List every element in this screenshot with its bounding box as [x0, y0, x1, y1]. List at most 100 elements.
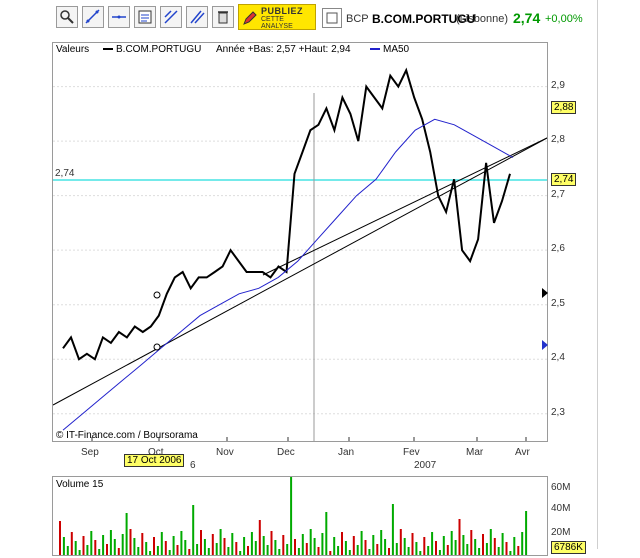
y-tick-label: 2,7	[551, 188, 565, 200]
volume-bar	[176, 545, 179, 555]
volume-bar	[125, 513, 128, 555]
x-tick-label: Fev	[403, 447, 420, 458]
volume-bar	[344, 541, 347, 555]
volume-bar	[438, 550, 441, 555]
trendline-lower[interactable]	[52, 137, 548, 406]
volume-bar	[431, 532, 434, 555]
year-label-2007: 2007	[414, 460, 437, 471]
trend-anchor-point[interactable]	[153, 343, 161, 351]
volume-bar	[419, 551, 422, 555]
volume-bar	[200, 530, 202, 555]
volume-bar	[102, 535, 105, 555]
horizontal-line-icon[interactable]	[108, 6, 130, 28]
trend-anchor-point[interactable]	[153, 291, 161, 299]
credit-text: © IT-Finance.com / Boursorama	[56, 430, 198, 441]
date-tooltip: 17 Oct 2006	[124, 454, 185, 467]
volume-bar	[86, 545, 89, 555]
volume-bar	[454, 540, 457, 555]
trendline-icon[interactable]	[82, 6, 104, 28]
analysis-icon[interactable]	[134, 6, 156, 28]
volume-bar	[399, 529, 402, 555]
right-divider	[597, 0, 598, 549]
volume-bar	[470, 530, 473, 555]
publiez-button[interactable]: PUBLIEZ CETTE ANALYSE	[238, 4, 316, 30]
trendline-upper[interactable]	[262, 137, 548, 276]
volume-tick: 20M	[551, 527, 571, 538]
volume-bar	[423, 537, 426, 555]
volume-bar	[254, 541, 257, 555]
volume-bar	[356, 545, 359, 555]
price-series-line	[62, 67, 511, 361]
y-tick-label: 2,3	[551, 406, 565, 418]
x-tick-label: Avr	[515, 447, 530, 458]
trash-icon[interactable]	[212, 6, 234, 28]
volume-bar	[192, 505, 195, 555]
volume-bar	[294, 539, 296, 555]
pencil-icon	[243, 11, 257, 25]
volume-bar	[141, 533, 144, 555]
volume-bar	[489, 529, 492, 555]
volume-bar	[74, 541, 77, 555]
volume-bar	[513, 537, 516, 555]
volume-bar	[266, 545, 269, 555]
volume-bar	[262, 536, 265, 555]
parallel-lines-icon[interactable]	[186, 6, 208, 28]
volume-panel[interactable]	[52, 475, 548, 556]
volume-bar	[466, 544, 469, 555]
volume-bar	[317, 547, 320, 555]
volume-bar	[450, 531, 453, 555]
volume-bar	[239, 551, 242, 555]
price-chart[interactable]	[52, 42, 548, 442]
volume-bar	[368, 549, 371, 555]
zoom-icon[interactable]	[56, 6, 78, 28]
price-tag-288: 2,88	[551, 101, 577, 114]
volume-bar	[243, 537, 246, 555]
publiez-title: PUBLIEZ	[261, 6, 304, 16]
volume-bar	[521, 532, 524, 555]
volume-bar	[121, 534, 124, 555]
volume-bar	[435, 541, 437, 555]
x-tick-label: Jan	[338, 447, 355, 458]
volume-bar	[231, 533, 234, 555]
volume-bar	[153, 537, 155, 555]
volume-bar	[258, 520, 261, 555]
scroll-right-arrow-icon[interactable]	[542, 340, 548, 350]
volume-bar	[117, 548, 120, 555]
volume-bar	[352, 536, 355, 555]
volume-bar	[403, 538, 406, 555]
volume-bar	[274, 540, 277, 555]
legend-ma-swatch	[370, 44, 380, 55]
ma50-series-line	[62, 118, 514, 431]
legend-ma-name: MA50	[383, 44, 410, 55]
x-tick-label: Dec	[277, 447, 295, 458]
volume-bar	[168, 550, 171, 555]
volume-bar	[325, 512, 328, 555]
volume-bar	[164, 541, 167, 555]
volume-title: Volume 15	[56, 479, 104, 490]
volume-bar	[247, 546, 249, 555]
volume-bar	[313, 538, 316, 555]
x-tick-label: Oct	[148, 447, 164, 458]
volume-bar	[458, 519, 461, 555]
arrows-icon[interactable]	[160, 6, 182, 28]
y-tick-label: 2,9	[551, 79, 565, 91]
volume-bar	[160, 532, 163, 555]
x-tick-label: Mar	[466, 447, 484, 458]
quote-icon[interactable]	[322, 8, 342, 28]
volume-bar	[411, 533, 414, 555]
scroll-right-arrow-icon[interactable]	[542, 288, 548, 298]
volume-bar	[137, 547, 140, 555]
stock-change: +0,00%	[545, 13, 583, 25]
volume-bar	[474, 539, 477, 555]
volume-bar	[497, 547, 500, 555]
volume-bar	[196, 544, 199, 555]
volume-bar	[341, 532, 343, 555]
volume-last-tag: 6786K	[551, 541, 586, 554]
volume-bar	[215, 543, 218, 555]
volume-bar	[297, 548, 300, 555]
volume-bar	[305, 543, 308, 555]
volume-bar	[113, 539, 116, 555]
volume-bar	[184, 540, 187, 555]
volume-bar	[427, 546, 430, 555]
legend-valeurs: Valeurs	[56, 44, 90, 55]
